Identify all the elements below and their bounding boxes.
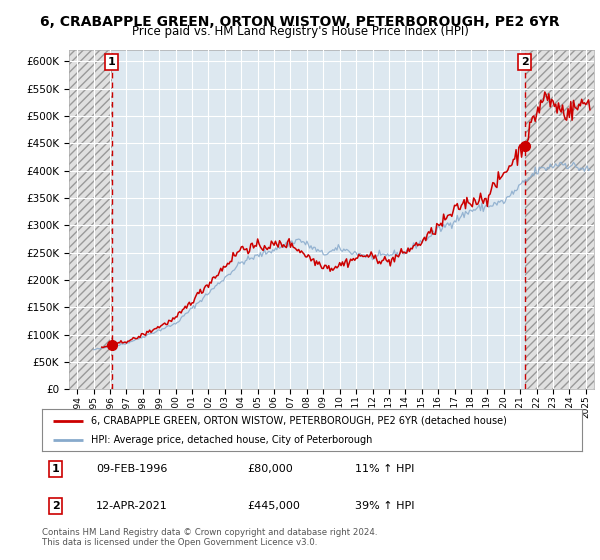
Bar bbox=[69, 50, 112, 389]
Bar bbox=[525, 50, 594, 389]
Text: 1: 1 bbox=[52, 464, 59, 474]
Text: 6, CRABAPPLE GREEN, ORTON WISTOW, PETERBOROUGH, PE2 6YR: 6, CRABAPPLE GREEN, ORTON WISTOW, PETERB… bbox=[40, 15, 560, 29]
Text: Price paid vs. HM Land Registry's House Price Index (HPI): Price paid vs. HM Land Registry's House … bbox=[131, 25, 469, 38]
Text: 12-APR-2021: 12-APR-2021 bbox=[96, 501, 168, 511]
Text: 11% ↑ HPI: 11% ↑ HPI bbox=[355, 464, 415, 474]
Text: 2: 2 bbox=[521, 57, 529, 67]
Text: 6, CRABAPPLE GREEN, ORTON WISTOW, PETERBOROUGH, PE2 6YR (detached house): 6, CRABAPPLE GREEN, ORTON WISTOW, PETERB… bbox=[91, 416, 506, 426]
Text: £445,000: £445,000 bbox=[247, 501, 300, 511]
Text: £80,000: £80,000 bbox=[247, 464, 293, 474]
Text: 39% ↑ HPI: 39% ↑ HPI bbox=[355, 501, 415, 511]
Text: 1: 1 bbox=[108, 57, 116, 67]
Text: Contains HM Land Registry data © Crown copyright and database right 2024.
This d: Contains HM Land Registry data © Crown c… bbox=[42, 528, 377, 547]
Text: 09-FEB-1996: 09-FEB-1996 bbox=[96, 464, 167, 474]
Text: HPI: Average price, detached house, City of Peterborough: HPI: Average price, detached house, City… bbox=[91, 435, 372, 445]
Text: 2: 2 bbox=[52, 501, 59, 511]
